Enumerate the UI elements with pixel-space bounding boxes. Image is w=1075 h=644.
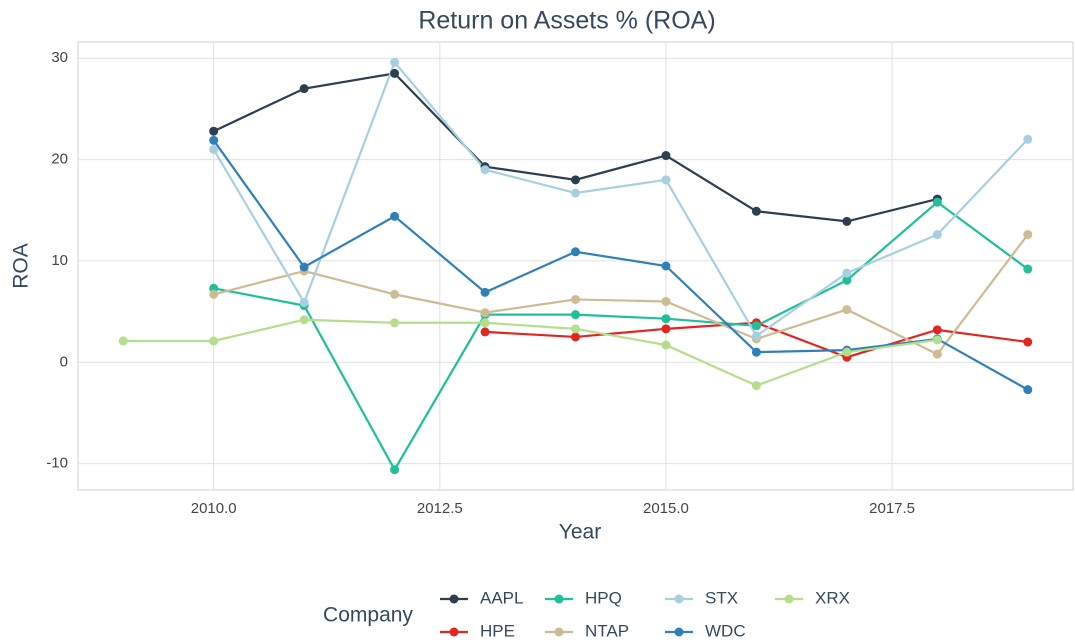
series-line (213, 200, 1029, 472)
y-axis-label: ROA (10, 243, 33, 289)
data-point (299, 315, 309, 325)
x-tick-label: 2017.5 (869, 500, 915, 517)
data-point (932, 197, 942, 207)
y-tick-label: 10 (51, 252, 68, 269)
series-line (123, 318, 938, 387)
legend-label: WDC (705, 621, 746, 640)
data-point (571, 247, 580, 257)
data-point (390, 57, 400, 67)
data-point (751, 381, 761, 391)
data-point (932, 349, 942, 359)
data-point (661, 314, 671, 324)
data-point (751, 206, 761, 216)
data-point (1023, 337, 1033, 347)
data-point (842, 275, 852, 285)
data-point (751, 331, 761, 341)
data-point (571, 175, 580, 185)
legend-marker (784, 594, 794, 604)
x-tick-label: 2010.0 (191, 500, 237, 517)
data-point (571, 188, 580, 198)
legend-label: STX (705, 588, 738, 607)
data-point (390, 68, 400, 78)
data-point (932, 335, 942, 345)
data-point (390, 211, 400, 221)
data-point (1023, 385, 1033, 395)
y-tick-label: 20 (51, 151, 68, 168)
data-point (842, 347, 852, 357)
data-point (209, 135, 219, 145)
legend-marker (449, 627, 459, 637)
data-point (480, 308, 490, 318)
legend-marker (554, 627, 564, 637)
legend-label: AAPL (480, 588, 523, 607)
series-line (212, 60, 1029, 338)
data-point (751, 347, 761, 357)
data-point (1023, 134, 1033, 144)
data-point (571, 294, 580, 304)
legend-marker (449, 594, 459, 604)
data-point (390, 318, 400, 328)
data-point (661, 340, 671, 350)
data-point (480, 327, 490, 337)
data-point (661, 261, 671, 271)
x-tick-label: 2015.0 (643, 500, 689, 517)
data-point (299, 84, 309, 94)
data-point (932, 325, 942, 335)
legend-marker (674, 594, 684, 604)
y-tick-label: -10 (46, 455, 68, 472)
data-point (209, 126, 219, 136)
data-point (390, 465, 400, 475)
data-point (661, 175, 671, 185)
legend-label: HPE (480, 621, 515, 640)
data-point (480, 318, 490, 328)
y-tick-label: 0 (60, 353, 68, 370)
data-point (299, 262, 309, 272)
x-axis-label: Year (559, 521, 601, 544)
data-point (842, 305, 852, 315)
legend-title: Company (323, 604, 413, 627)
data-point (661, 151, 671, 161)
legend-label: NTAP (585, 621, 629, 640)
y-tick-label: 30 (51, 49, 68, 66)
data-point (751, 321, 761, 331)
legend-marker (554, 594, 564, 604)
data-point (1023, 230, 1033, 240)
data-point (209, 144, 219, 154)
series-line (213, 233, 1029, 356)
data-point (571, 324, 580, 334)
data-point (842, 216, 852, 226)
data-point (661, 324, 671, 334)
data-point (932, 230, 942, 240)
data-point (480, 287, 490, 297)
legend-label: HPQ (585, 588, 622, 607)
data-point (480, 165, 490, 175)
panel-border (77, 41, 1074, 491)
data-point (842, 268, 852, 278)
x-tick-label: 2012.5 (417, 500, 463, 517)
data-point (209, 336, 219, 346)
data-point (571, 332, 580, 342)
data-point (661, 296, 671, 306)
data-point (571, 310, 580, 320)
series-line (212, 139, 1029, 391)
data-point (299, 297, 309, 307)
data-point (209, 289, 219, 299)
legend-marker (674, 627, 684, 637)
chart-title: Return on Assets % (ROA) (418, 7, 715, 35)
data-point (390, 289, 400, 299)
data-point (118, 336, 128, 346)
data-point (1023, 264, 1033, 274)
legend-label: XRX (815, 588, 850, 607)
series-line (213, 72, 938, 223)
